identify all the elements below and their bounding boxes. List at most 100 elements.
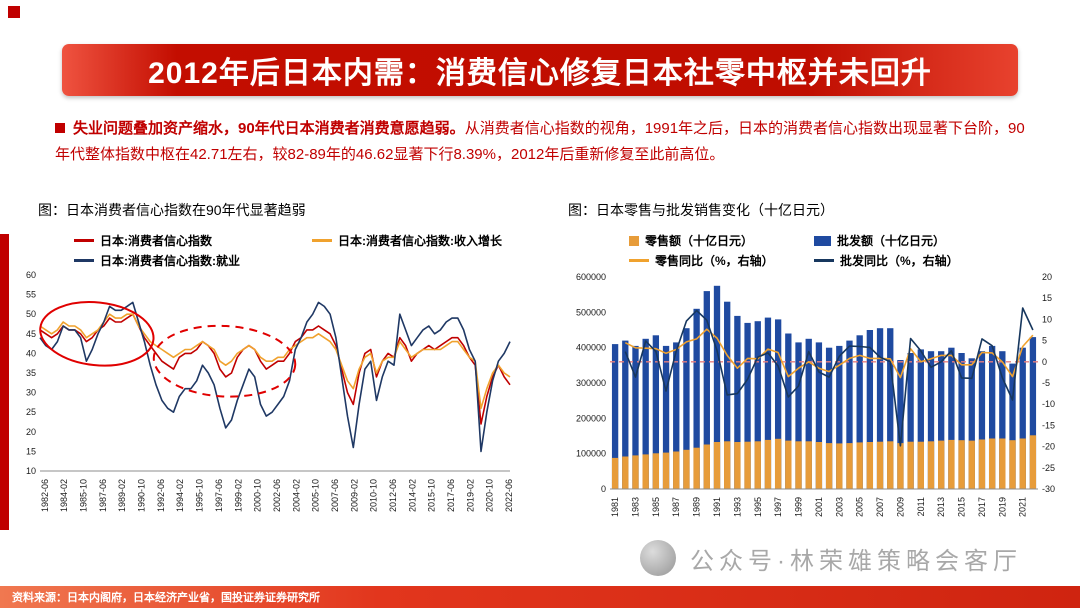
legend-item: 批发额（十亿日元） [814, 232, 999, 249]
svg-text:2020-10: 2020-10 [485, 479, 495, 512]
svg-text:1987-06: 1987-06 [98, 479, 108, 512]
svg-text:1984-02: 1984-02 [59, 479, 69, 512]
summary-lead: 失业问题叠加资产缩水，90年代日本消费者消费意愿趋弱。 [73, 120, 465, 137]
watermark-avatar-icon [640, 540, 676, 576]
right-chart-legend: 零售额（十亿日元） 批发额（十亿日元） 零售同比（%，右轴） 批发同比（%，右轴） [562, 232, 1066, 269]
svg-text:2004-02: 2004-02 [291, 479, 301, 512]
svg-text:40: 40 [26, 348, 36, 358]
summary-paragraph: 失业问题叠加资产缩水，90年代日本消费者消费意愿趋弱。从消费者信心指数的视角，1… [55, 116, 1037, 169]
svg-text:1991: 1991 [712, 497, 722, 517]
svg-text:5: 5 [1042, 336, 1047, 346]
svg-text:10: 10 [1042, 314, 1052, 324]
summary-body: 从消费者信心指数的视角，1991年之后，日本的消费者信心指数出现显著下台阶，90… [55, 120, 1025, 164]
svg-text:2005: 2005 [855, 497, 865, 517]
svg-text:2007-06: 2007-06 [330, 479, 340, 512]
svg-text:1997: 1997 [773, 497, 783, 517]
svg-text:2015-10: 2015-10 [427, 479, 437, 512]
svg-text:-20: -20 [1042, 442, 1055, 452]
svg-text:100000: 100000 [576, 449, 606, 459]
svg-text:1995: 1995 [753, 497, 763, 517]
legend-swatch-icon [629, 235, 639, 246]
legend-swatch-icon [814, 235, 831, 246]
svg-text:-30: -30 [1042, 484, 1055, 494]
svg-text:1990-10: 1990-10 [137, 479, 147, 512]
svg-text:10: 10 [26, 466, 36, 476]
legend-label: 日本:消费者信心指数:就业 [100, 254, 240, 268]
svg-text:-25: -25 [1042, 463, 1055, 473]
svg-text:1989: 1989 [692, 497, 702, 517]
legend-item: 批发同比（%，右轴） [814, 252, 999, 269]
left-chart-canvas: 10 15 20 25 30 35 40 45 50 55 60 1982-06 1984-02 1985… [26, 270, 514, 512]
retail-wholesale-chart: 零售额（十亿日元） 批发额（十亿日元） 零售同比（%，右轴） 批发同比（%，右轴） 0… [562, 232, 1066, 534]
legend-label: 批发同比（%，右轴） [840, 254, 959, 268]
svg-text:2014-02: 2014-02 [407, 479, 417, 512]
svg-text:1985-10: 1985-10 [79, 479, 89, 512]
right-chart-caption: 图：日本零售与批发销售变化（十亿日元） [568, 202, 834, 218]
svg-text:2009-02: 2009-02 [349, 479, 359, 512]
svg-text:55: 55 [26, 290, 36, 300]
svg-text:0: 0 [1042, 357, 1047, 367]
svg-text:2010-10: 2010-10 [369, 479, 379, 512]
legend-item: 日本:消费者信心指数:收入增长 [312, 232, 520, 249]
svg-text:2005-10: 2005-10 [311, 479, 321, 512]
svg-text:1997-06: 1997-06 [214, 479, 224, 512]
svg-text:25: 25 [26, 407, 36, 417]
svg-text:1993: 1993 [732, 497, 742, 517]
page-title: 2012年后日本内需：消费信心修复日本社零中枢并未回升 [148, 57, 932, 90]
corner-marker [8, 6, 20, 18]
svg-text:1989-02: 1989-02 [117, 479, 127, 512]
left-chart-caption: 图：日本消费者信心指数在90年代显著趋弱 [38, 202, 306, 218]
svg-text:2021: 2021 [1018, 497, 1028, 517]
watermark: 公众号·林荣雄策略会客厅 [640, 540, 1022, 576]
svg-text:1999: 1999 [794, 497, 804, 517]
legend-item: 零售同比（%，右轴） [629, 252, 814, 269]
svg-text:1987: 1987 [671, 497, 681, 517]
consumer-confidence-chart: 日本:消费者信心指数 日本:消费者信心指数:收入增长日本:消费者信心指数:就业 1… [12, 232, 520, 534]
svg-text:45: 45 [26, 329, 36, 339]
legend-item: 零售额（十亿日元） [629, 232, 814, 249]
legend-item: 日本:消费者信心指数:就业 [74, 252, 312, 269]
svg-text:2013: 2013 [936, 497, 946, 517]
svg-text:1995-10: 1995-10 [195, 479, 205, 512]
svg-text:-10: -10 [1042, 399, 1055, 409]
svg-text:2022-06: 2022-06 [504, 479, 514, 512]
svg-text:2015: 2015 [957, 497, 967, 517]
svg-text:-15: -15 [1042, 420, 1055, 430]
svg-text:1981: 1981 [610, 497, 620, 517]
source-text: 资料来源：日本内阁府，日本经济产业省，国投证券证券研究所 [12, 592, 320, 604]
svg-text:1983: 1983 [630, 497, 640, 517]
legend-label: 批发额（十亿日元） [837, 234, 946, 248]
svg-text:2017: 2017 [977, 497, 987, 517]
legend-label: 日本:消费者信心指数:收入增长 [338, 234, 502, 248]
svg-text:2017-06: 2017-06 [446, 479, 456, 512]
svg-text:500000: 500000 [576, 307, 606, 317]
legend-label: 零售额（十亿日元） [645, 234, 754, 248]
svg-text:2007: 2007 [875, 497, 885, 517]
svg-text:35: 35 [26, 368, 36, 378]
svg-text:1994-02: 1994-02 [175, 479, 185, 512]
left-accent-bar [0, 234, 9, 530]
svg-text:2003: 2003 [834, 497, 844, 517]
svg-text:0: 0 [601, 484, 606, 494]
left-chart-legend: 日本:消费者信心指数 日本:消费者信心指数:收入增长日本:消费者信心指数:就业 [74, 232, 520, 269]
legend-label: 零售同比（%，右轴） [655, 254, 774, 268]
svg-text:2019-02: 2019-02 [465, 479, 475, 512]
svg-text:20: 20 [1042, 272, 1052, 282]
svg-text:60: 60 [26, 271, 36, 280]
svg-text:-5: -5 [1042, 378, 1050, 388]
svg-text:2001: 2001 [814, 497, 824, 517]
svg-text:15: 15 [1042, 293, 1052, 303]
svg-text:2002-06: 2002-06 [272, 479, 282, 512]
legend-swatch-icon [74, 259, 94, 262]
svg-text:600000: 600000 [576, 272, 606, 282]
svg-text:2009: 2009 [895, 497, 905, 517]
svg-text:1999-02: 1999-02 [233, 479, 243, 512]
svg-text:2019: 2019 [997, 497, 1007, 517]
svg-text:2012-06: 2012-06 [388, 479, 398, 512]
svg-text:15: 15 [26, 446, 36, 456]
legend-item: 日本:消费者信心指数 [74, 232, 312, 249]
svg-text:20: 20 [26, 427, 36, 437]
svg-text:400000: 400000 [576, 343, 606, 353]
